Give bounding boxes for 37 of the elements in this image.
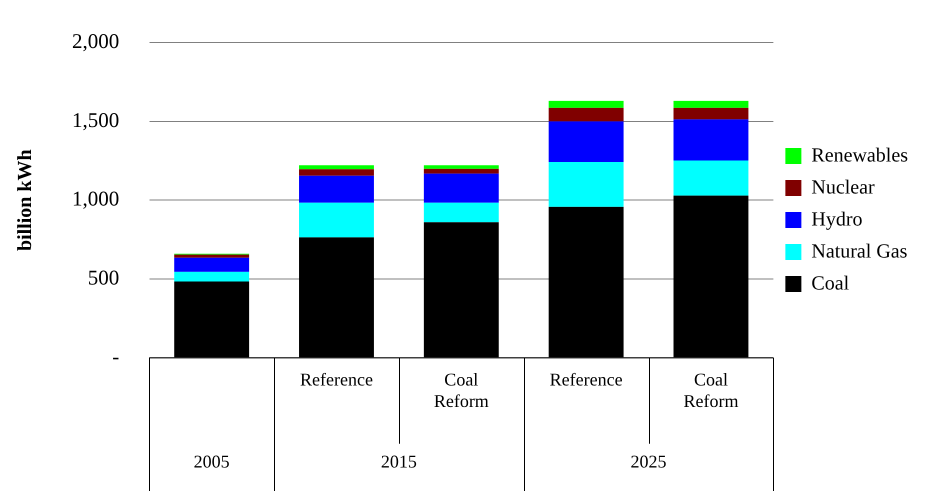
text: 2005	[194, 452, 230, 472]
y-tick-label: 2,000	[72, 29, 120, 54]
bar	[174, 258, 250, 272]
bar	[299, 169, 374, 176]
y-tick-label: 500	[88, 266, 120, 290]
x-tick-label: Coal Reform	[434, 369, 489, 411]
bar	[674, 100, 748, 108]
legend-label: Renewables	[811, 144, 908, 166]
bar	[548, 162, 624, 207]
y-tick-label: 1,500	[72, 108, 120, 132]
bar	[299, 165, 374, 170]
bar	[548, 108, 624, 122]
legend-label: Hydro	[811, 208, 862, 230]
legend-label: Nuclear	[811, 176, 875, 198]
y-tick-label: -	[112, 344, 120, 368]
bar	[424, 168, 499, 174]
bar	[424, 165, 499, 169]
bar	[674, 119, 748, 160]
bar	[299, 176, 374, 203]
x-tick-label: Reference	[300, 369, 373, 390]
legend-label: Coal	[811, 272, 850, 294]
text: 2015	[380, 452, 417, 472]
bar	[548, 121, 624, 162]
legend-label: Natural Gas	[811, 240, 908, 262]
bar	[174, 254, 250, 258]
bar	[674, 160, 748, 196]
x-tick-label: Coal Reform	[683, 369, 738, 411]
bar	[548, 100, 624, 108]
bar	[674, 108, 748, 120]
bar	[299, 202, 374, 238]
bar	[174, 272, 250, 282]
y-axis-title: billion kWh	[14, 149, 36, 252]
y-tick-label: 1,000	[72, 186, 120, 211]
text: 2025	[630, 452, 667, 472]
bar	[424, 174, 499, 203]
x-tick-label: Reference	[550, 369, 623, 390]
bar	[424, 202, 499, 222]
